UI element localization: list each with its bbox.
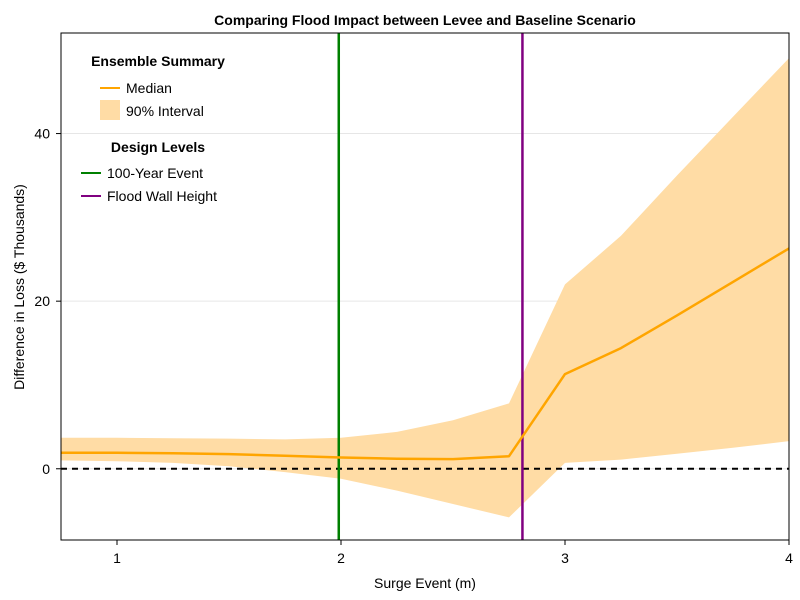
series-line-median [61,247,790,461]
x-tick-label: 1 [113,550,121,566]
y-axis-label: Difference in Loss ($ Thousands) [11,184,27,390]
legend-group-title: Design Levels [111,139,205,155]
interval-band [61,58,789,518]
plot-frame [60,32,790,541]
y-ticks: 0 20 40 [34,126,61,477]
plot-marks [61,33,790,540]
y-tick-label: 40 [34,126,50,142]
x-ticks: 1 2 3 4 [113,540,793,566]
legend-label: Median [126,80,172,96]
x-tick-label: 2 [337,550,345,566]
legend: Ensemble Summary Median 90% Interval Design… [81,53,225,204]
legend-label: 90% Interval [126,103,204,119]
y-tick-label: 20 [34,293,50,309]
legend-swatch-interval [100,100,120,120]
x-tick-label: 3 [561,550,569,566]
x-axis-label: Surge Event (m) [374,575,476,591]
legend-label: Flood Wall Height [107,188,217,204]
x-tick-label: 4 [785,550,793,566]
chart-title: Comparing Flood Impact between Levee and… [214,12,636,28]
legend-label: 100-Year Event [107,165,203,181]
y-tick-label: 0 [42,461,50,477]
legend-group-title: Ensemble Summary [91,53,225,69]
